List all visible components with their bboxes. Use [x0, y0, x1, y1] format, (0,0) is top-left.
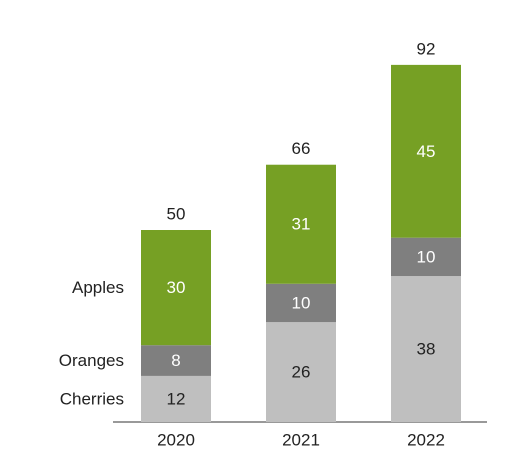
- total-label: 92: [417, 39, 436, 58]
- legend-label: Apples: [72, 278, 124, 297]
- bar-segment: [266, 322, 336, 422]
- bar-segment: [141, 230, 211, 346]
- value-label: 26: [292, 363, 311, 382]
- bar-segment: [266, 164, 336, 284]
- total-label: 50: [167, 204, 186, 223]
- x-tick-label: 2022: [407, 430, 445, 449]
- value-label: 30: [167, 278, 186, 297]
- value-label: 38: [417, 340, 436, 359]
- bar-segment: [391, 237, 461, 277]
- total-label: 66: [292, 139, 311, 158]
- value-label: 45: [417, 142, 436, 161]
- bar-segment: [391, 276, 461, 422]
- bar-segment: [391, 64, 461, 238]
- value-label: 31: [292, 215, 311, 234]
- value-label: 10: [292, 293, 311, 312]
- legend-label: Cherries: [60, 389, 124, 408]
- value-label: 12: [167, 389, 186, 408]
- bar-segment: [266, 283, 336, 323]
- value-label: 10: [417, 247, 436, 266]
- legend-label: Oranges: [59, 351, 124, 370]
- value-label: 8: [171, 351, 180, 370]
- bar-segment: [141, 345, 211, 376]
- bar-segment: [141, 375, 211, 422]
- x-tick-label: 2021: [282, 430, 320, 449]
- x-tick-label: 2020: [157, 430, 195, 449]
